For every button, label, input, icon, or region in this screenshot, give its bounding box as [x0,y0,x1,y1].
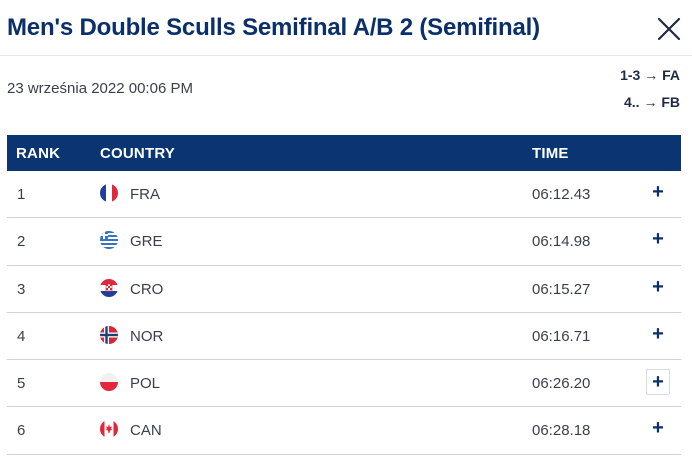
time-cell: 06:15.27 [532,280,591,298]
country-code: CAN [130,422,162,440]
rank-cell: 4 [17,327,26,345]
table-row: 2 GRE 06:14.98 + [7,218,681,266]
flag-canada-icon [100,420,118,439]
country-code: CRO [130,280,164,298]
close-icon [657,17,681,41]
flag-greece-icon [100,231,118,250]
qualification-rule-fb: 4.. → FB [623,94,680,110]
expand-row-button[interactable]: + [652,417,664,440]
country-code: FRA [130,186,160,203]
page-title: Men's Double Sculls Semifinal A/B 2 (Sem… [7,14,540,41]
expand-row-button[interactable]: + [652,228,664,251]
rank-cell: 3 [17,280,26,298]
expand-row-button[interactable]: + [652,322,664,345]
table-row: 5 POL 06:26.20 + [7,360,681,408]
qualification-rule-fa: 1-3 → FA [620,67,680,83]
flag-croatia-icon [100,278,118,297]
country-code: NOR [130,327,164,345]
expand-row-button[interactable]: + [646,369,670,396]
time-cell: 06:28.18 [532,422,591,440]
flag-poland-icon [100,373,118,392]
table-row: 6 CAN 06:28.18 + [7,407,681,455]
expand-row-button[interactable]: + [652,181,664,203]
expand-row-button[interactable]: + [652,275,664,298]
close-button[interactable] [654,14,684,44]
country-code: GRE [130,233,163,251]
rank-cell: 5 [17,375,26,393]
table-row: 3 CRO 06:15.27 + [7,266,681,313]
table-header: RANK COUNTRY TIME [7,135,681,171]
race-date: 23 września 2022 00:06 PM [7,80,193,97]
country-code: POL [130,375,161,393]
rank-cell: 6 [17,422,26,440]
results-table: RANK COUNTRY TIME 1 FRA 06:12.43 + 2 [7,135,681,455]
flag-norway-icon [100,325,118,344]
flag-france-icon [100,184,118,202]
table-row: 1 FRA 06:12.43 + [7,171,681,219]
time-cell: 06:26.20 [532,375,591,393]
rank-cell: 1 [17,186,26,203]
column-header-rank: RANK [16,145,61,162]
table-row: 4 NOR 06:16.71 + [7,313,681,361]
rank-cell: 2 [17,233,26,251]
column-header-country: COUNTRY [100,145,176,162]
modal-header: Men's Double Sculls Semifinal A/B 2 (Sem… [0,0,692,56]
time-cell: 06:14.98 [532,233,591,251]
column-header-time: TIME [532,145,569,162]
time-cell: 06:12.43 [532,186,591,203]
time-cell: 06:16.71 [532,327,591,345]
